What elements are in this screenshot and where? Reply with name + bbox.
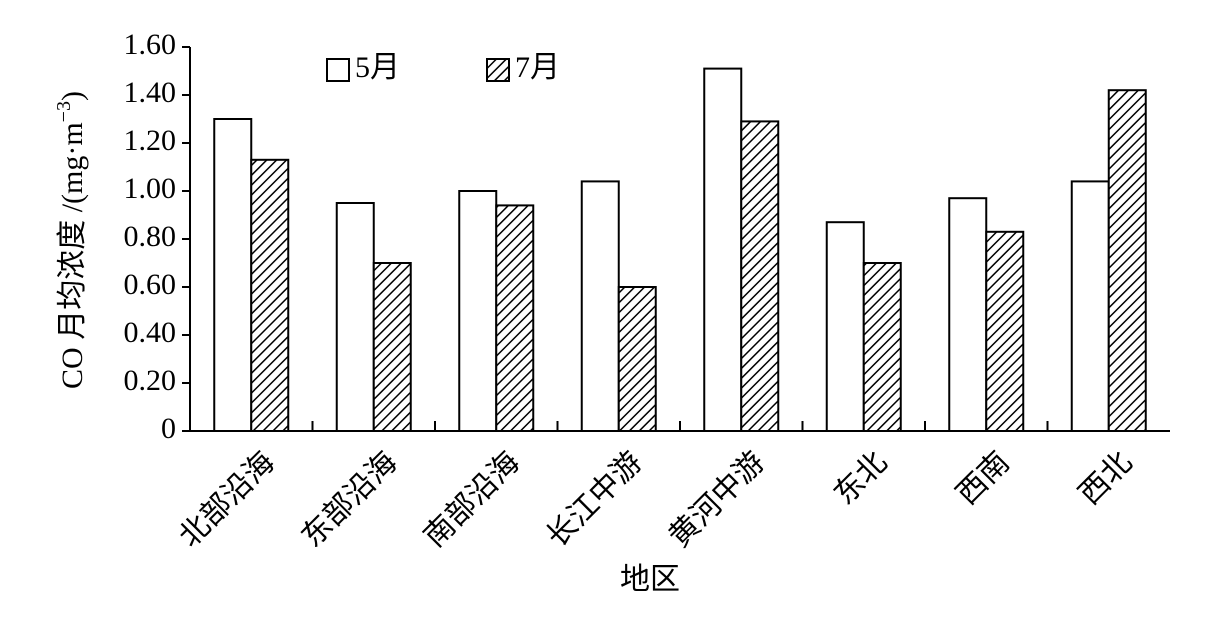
- legend-swatch: [326, 58, 350, 82]
- y-tick-label: 0.20: [124, 364, 177, 397]
- bar: [862, 262, 902, 432]
- bar: [335, 202, 375, 432]
- y-tick-label: 0.60: [124, 268, 177, 301]
- x-tick-label: 黄河中游: [663, 445, 771, 553]
- bar: [372, 262, 412, 432]
- bar: [825, 221, 865, 432]
- x-tick-label: 南部沿海: [418, 445, 526, 553]
- bar: [580, 180, 620, 432]
- y-label-main: CO 月均浓度 /(mg·m: [56, 122, 89, 389]
- legend-label: 7月: [515, 51, 560, 84]
- bar: [495, 204, 535, 432]
- y-tick-label: 0: [161, 412, 176, 445]
- y-tick-label: 0.80: [124, 220, 177, 253]
- x-tick-label: 东北: [828, 445, 894, 511]
- y-tick-label: 1.40: [124, 76, 177, 109]
- y-axis-label: CO 月均浓度 /(mg·m−3): [53, 91, 89, 389]
- bar: [948, 197, 988, 432]
- x-tick-label: 西北: [1073, 445, 1139, 511]
- bar: [1070, 180, 1110, 432]
- y-tick-label: 1.20: [124, 124, 177, 157]
- bar: [703, 67, 743, 432]
- y-tick-label: 1.60: [124, 28, 177, 61]
- x-tick-label: 长江中游: [540, 445, 648, 553]
- legend-swatch: [486, 58, 510, 82]
- bar: [213, 118, 253, 432]
- bar: [1107, 89, 1147, 432]
- x-tick-label: 北部沿海: [173, 445, 281, 553]
- y-tick-label: 0.40: [124, 316, 177, 349]
- bar: [985, 230, 1025, 432]
- bar: [250, 158, 290, 433]
- bar: [740, 120, 780, 433]
- x-axis-label: 地区: [620, 563, 680, 596]
- legend-label: 5月: [355, 51, 400, 84]
- x-tick-label: 西南: [950, 445, 1016, 511]
- y-label-end: ): [56, 91, 89, 101]
- x-tick-label: 东部沿海: [295, 445, 403, 553]
- y-label-sup: −3: [53, 101, 75, 122]
- y-tick-label: 1.00: [124, 172, 177, 205]
- bar: [617, 286, 657, 432]
- bar: [458, 190, 498, 432]
